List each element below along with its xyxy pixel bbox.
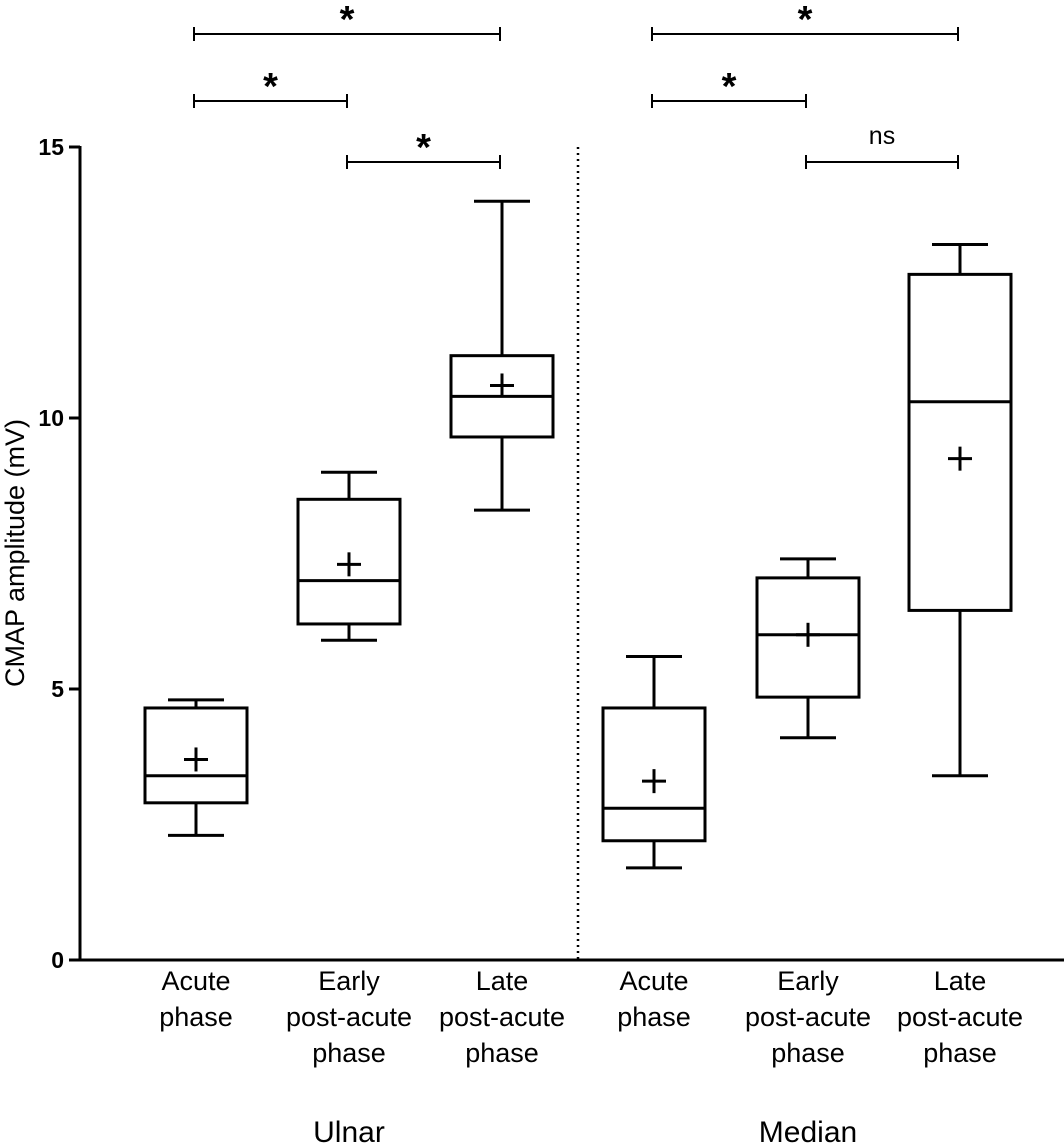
x-tick-label: Acute phase — [159, 966, 233, 1032]
significance-label: * — [263, 66, 278, 108]
x-tick-label-line: Acute — [619, 966, 688, 996]
significance-label: * — [416, 127, 431, 169]
x-tick-label: Late post-acute phase — [897, 966, 1023, 1068]
x-tick-label-line: phase — [771, 1038, 845, 1068]
x-tick-label-line: phase — [159, 1002, 233, 1032]
significance-label: ns — [869, 122, 895, 150]
comparison-bracket: ns — [805, 122, 959, 169]
x-tick-label-line: post-acute — [286, 1002, 412, 1032]
box-5 — [755, 557, 861, 740]
iqr-box — [143, 706, 249, 805]
comparison-bracket: * — [346, 127, 501, 169]
y-tick-label: 10 — [38, 405, 64, 431]
significance-label: * — [722, 66, 737, 108]
x-tick-label-line: Late — [934, 966, 987, 996]
x-tick-label-line: phase — [312, 1038, 386, 1068]
x-tick-label: Late post-acute phase — [439, 966, 565, 1068]
iqr-box — [907, 272, 1013, 612]
axes — [78, 146, 1064, 962]
x-tick-label-line: post-acute — [439, 1002, 565, 1032]
iqr-box — [755, 576, 861, 699]
x-tick-label: Acute phase — [617, 966, 691, 1032]
box-2 — [296, 470, 402, 642]
iqr-box — [296, 497, 402, 626]
box-1 — [143, 698, 249, 837]
x-tick-label: Early post-acute phase — [745, 966, 871, 1068]
box-3 — [449, 199, 555, 512]
comparison-bracket: * — [193, 0, 501, 41]
comparison-bracket: * — [651, 66, 807, 108]
boxes — [143, 199, 1013, 870]
x-tick-label-line: phase — [923, 1038, 997, 1068]
significance-label: * — [340, 0, 355, 41]
y-tick-label: 5 — [51, 676, 64, 702]
y-axis-label: CMAP amplitude (mV) — [0, 419, 30, 687]
y-tick-label: 15 — [38, 134, 64, 160]
y-tick-label: 0 — [51, 947, 64, 973]
x-tick-label: Early post-acute phase — [286, 966, 412, 1068]
significance-label: * — [798, 0, 813, 41]
box-6 — [907, 243, 1013, 778]
x-tick-label-line: Acute — [161, 966, 230, 996]
group-labels: Ulnar Median — [313, 1116, 857, 1148]
box-4 — [601, 654, 707, 870]
group-label: Median — [759, 1116, 857, 1148]
x-tick-labels: Acute phase Early post-acute phase Late post-a… — [159, 966, 1023, 1068]
significance-brackets: * * * * * ns — [193, 0, 959, 169]
x-tick-label-line: post-acute — [897, 1002, 1023, 1032]
x-tick-label-line: post-acute — [745, 1002, 871, 1032]
x-tick-label-line: phase — [465, 1038, 539, 1068]
x-tick-label-line: Early — [318, 966, 380, 996]
x-tick-label-line: Early — [777, 966, 839, 996]
y-ticks: 0 5 10 15 — [38, 134, 80, 973]
x-tick-label-line: Late — [476, 966, 529, 996]
comparison-bracket: * — [651, 0, 959, 41]
comparison-bracket: * — [193, 66, 348, 108]
group-label: Ulnar — [313, 1116, 385, 1148]
x-tick-label-line: phase — [617, 1002, 691, 1032]
iqr-box — [601, 706, 707, 843]
